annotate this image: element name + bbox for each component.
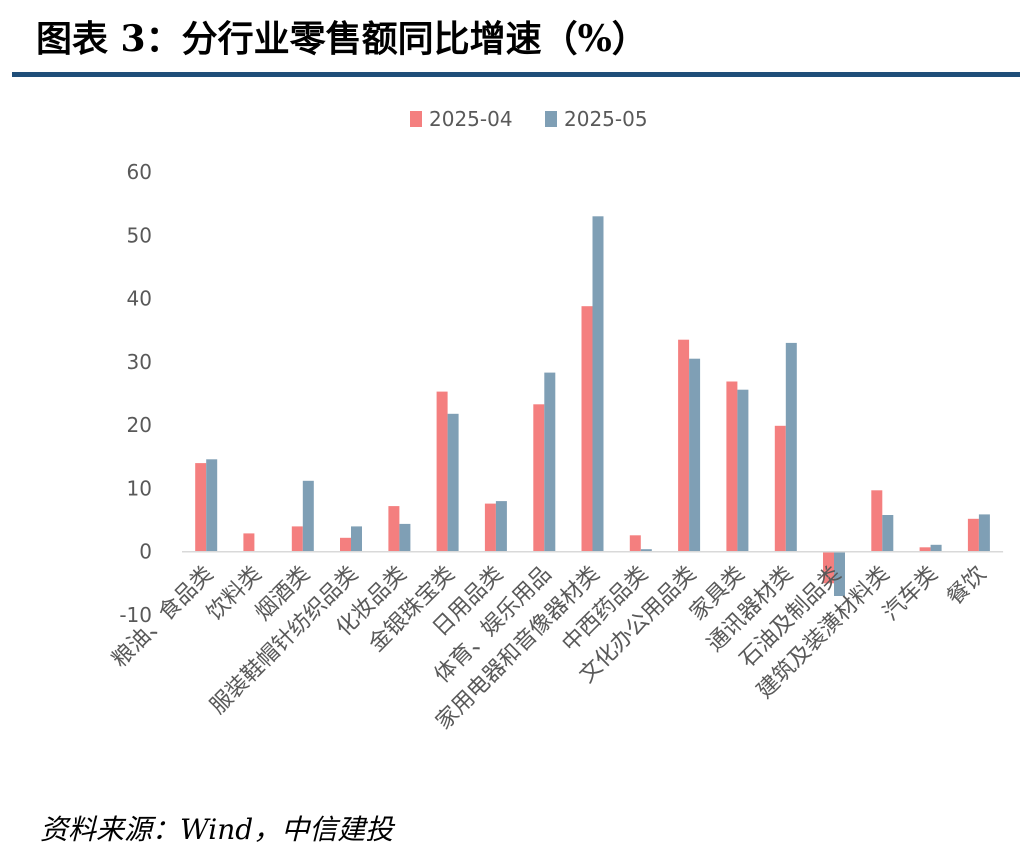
bar-2025-05: [302, 480, 314, 552]
y-tick-label: 20: [127, 413, 152, 437]
y-tick-label: 10: [127, 476, 152, 500]
title-divider: [12, 72, 1020, 77]
y-tick-label: -10: [119, 603, 152, 627]
bar-2025-04: [919, 547, 931, 552]
bar-2025-05: [447, 413, 459, 552]
bar-2025-04: [678, 339, 690, 552]
bar-2025-04: [629, 535, 641, 552]
bar-2025-04: [871, 490, 883, 552]
bar-2025-04: [726, 381, 738, 552]
category-labels: 粮油、食品类饮料类烟酒类服装鞋帽针纺织品类化妆品类金银珠宝类日用品类体育、娱乐用…: [107, 562, 991, 735]
bar-2025-05: [978, 514, 990, 552]
category-label: 饮料类: [202, 562, 266, 626]
bar-2025-05: [930, 544, 942, 552]
legend-swatch: [545, 111, 557, 127]
legend-label: 2025-05: [564, 107, 648, 131]
category-label: 汽车类: [878, 562, 942, 626]
bar-2025-05: [399, 523, 411, 552]
bar-2025-05: [544, 372, 556, 552]
bar-2025-04: [484, 503, 496, 552]
y-axis: -10 0 10 20 30 40 50 60: [119, 160, 152, 627]
bar-2025-04: [581, 306, 593, 552]
page-title: 图表 3：分行业零售额同比增速（%）: [36, 18, 648, 60]
bar-2025-05: [785, 342, 797, 552]
bar-2025-04: [436, 391, 448, 552]
bar-2025-05: [737, 389, 749, 552]
bar-2025-04: [195, 463, 207, 552]
legend-label: 2025-04: [429, 107, 513, 131]
bar-2025-04: [291, 526, 303, 552]
bar-2025-05: [592, 216, 604, 552]
category-label: 餐饮: [942, 562, 991, 611]
bar-2025-04: [340, 537, 351, 552]
bar-chart: 2025-04 2025-05 -10 0 10 20 30 40 50 60 粮油、食品类饮料…: [107, 107, 1004, 735]
bar-2025-05: [495, 501, 507, 552]
bar-2025-05: [351, 526, 362, 552]
y-tick-label: 50: [127, 223, 152, 247]
bar-2025-04: [774, 425, 786, 552]
bar-2025-04: [388, 506, 400, 552]
bar-2025-05: [640, 549, 652, 552]
y-tick-label: 30: [127, 350, 152, 374]
source-note: 资料来源：Wind，中信建投: [40, 813, 394, 846]
bars: [195, 216, 990, 596]
y-tick-label: 60: [127, 160, 152, 184]
bar-2025-05: [206, 459, 218, 552]
y-tick-label: 40: [127, 287, 152, 311]
bar-2025-04: [967, 518, 979, 552]
bar-2025-04: [243, 533, 255, 552]
bar-2025-04: [533, 404, 545, 552]
bar-2025-05: [882, 515, 894, 552]
bar-2025-05: [834, 551, 845, 596]
legend: 2025-04 2025-05: [410, 107, 648, 131]
bar-2025-04: [823, 551, 834, 584]
bar-2025-05: [689, 358, 701, 552]
y-tick-label: 0: [139, 540, 152, 564]
legend-swatch: [410, 111, 422, 127]
